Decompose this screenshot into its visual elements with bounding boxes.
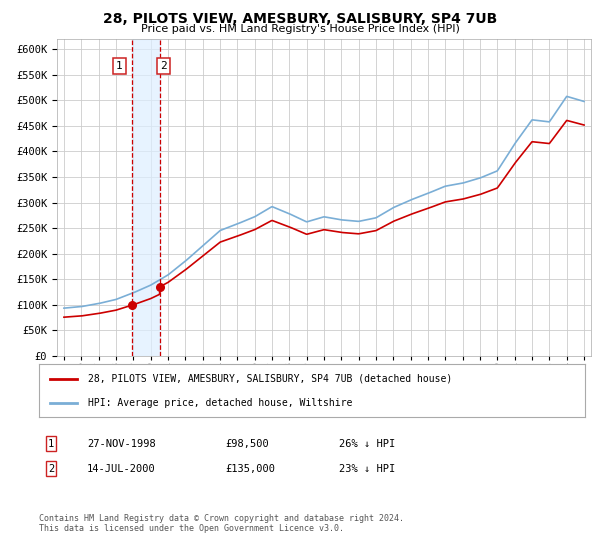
Text: 26% ↓ HPI: 26% ↓ HPI [339,438,395,449]
Text: 28, PILOTS VIEW, AMESBURY, SALISBURY, SP4 7UB (detached house): 28, PILOTS VIEW, AMESBURY, SALISBURY, SP… [88,374,452,384]
Text: HPI: Average price, detached house, Wiltshire: HPI: Average price, detached house, Wilt… [88,398,353,408]
Text: 28, PILOTS VIEW, AMESBURY, SALISBURY, SP4 7UB: 28, PILOTS VIEW, AMESBURY, SALISBURY, SP… [103,12,497,26]
Text: £98,500: £98,500 [225,438,269,449]
Text: 14-JUL-2000: 14-JUL-2000 [87,464,156,474]
Text: 2: 2 [160,60,167,71]
Text: 23% ↓ HPI: 23% ↓ HPI [339,464,395,474]
Text: Price paid vs. HM Land Registry's House Price Index (HPI): Price paid vs. HM Land Registry's House … [140,24,460,34]
Text: 1: 1 [116,60,123,71]
Text: 2: 2 [48,464,54,474]
Bar [131,39,160,356]
Text: 1: 1 [48,438,54,449]
Text: Contains HM Land Registry data © Crown copyright and database right 2024.
This d: Contains HM Land Registry data © Crown c… [39,514,404,533]
Text: 27-NOV-1998: 27-NOV-1998 [87,438,156,449]
Text: £135,000: £135,000 [225,464,275,474]
